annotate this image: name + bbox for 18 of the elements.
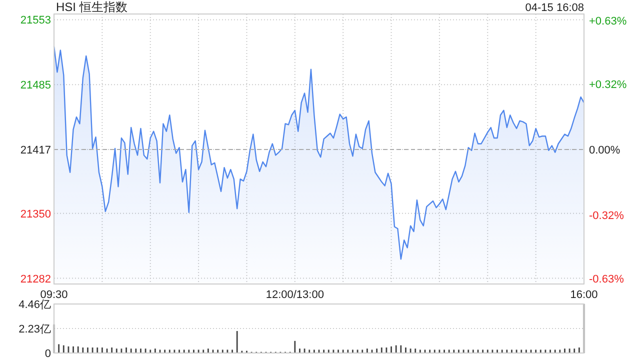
- y-tick-label: 21417: [20, 144, 51, 156]
- annotation: 04-15 16:08: [525, 2, 584, 14]
- y2-tick-label: -0.32%: [589, 210, 624, 222]
- y-tick-label: 2.23亿: [18, 324, 51, 336]
- y2-tick-label: +0.32%: [589, 79, 627, 92]
- chart-title: HSI 恒生指数: [56, 0, 128, 14]
- y-tick-label: 4.46亿: [18, 299, 51, 311]
- y-tick-label: 0: [44, 348, 51, 360]
- y2-tick-label: +0.63%: [589, 16, 627, 28]
- x-tick-label: 12:00/13:00: [266, 289, 324, 301]
- y2-tick-label: -0.63%: [589, 273, 624, 286]
- x-tick-label: 09:30: [40, 289, 68, 301]
- y2-tick-label: 0.00%: [589, 144, 620, 157]
- y-tick-label: 21282: [20, 273, 51, 286]
- y-tick-label: 21350: [20, 208, 51, 220]
- x-tick-label: 16:00: [570, 289, 598, 301]
- y-tick-label: 21553: [20, 14, 51, 27]
- y-tick-label: 21485: [20, 80, 51, 92]
